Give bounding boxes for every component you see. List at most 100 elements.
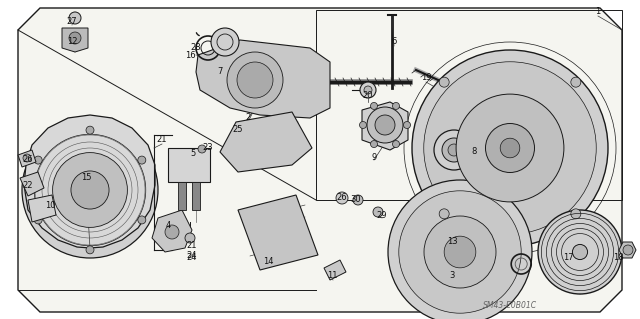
Polygon shape xyxy=(238,195,318,270)
Circle shape xyxy=(373,207,383,217)
Text: 17: 17 xyxy=(563,254,573,263)
Circle shape xyxy=(439,77,449,87)
Polygon shape xyxy=(24,115,155,248)
Circle shape xyxy=(623,245,633,255)
Circle shape xyxy=(69,12,81,24)
Polygon shape xyxy=(18,8,622,312)
Text: 27: 27 xyxy=(67,18,77,26)
Text: 9: 9 xyxy=(371,152,376,161)
Text: 6: 6 xyxy=(391,38,397,47)
Circle shape xyxy=(442,138,466,162)
Circle shape xyxy=(69,32,81,44)
Polygon shape xyxy=(18,150,36,167)
Circle shape xyxy=(424,62,596,234)
Circle shape xyxy=(444,236,476,268)
Text: 20: 20 xyxy=(363,91,373,100)
Circle shape xyxy=(371,141,378,148)
Circle shape xyxy=(571,77,581,87)
Circle shape xyxy=(500,138,520,158)
Circle shape xyxy=(367,107,403,143)
Polygon shape xyxy=(28,195,56,222)
Text: 14: 14 xyxy=(263,257,273,266)
Circle shape xyxy=(439,209,449,219)
Polygon shape xyxy=(192,182,200,210)
Circle shape xyxy=(71,171,109,209)
Text: 19: 19 xyxy=(420,73,431,83)
Circle shape xyxy=(403,122,410,129)
Text: 24: 24 xyxy=(187,254,197,263)
Circle shape xyxy=(185,233,195,243)
Circle shape xyxy=(572,244,588,260)
Polygon shape xyxy=(324,260,346,280)
Circle shape xyxy=(571,209,581,219)
Text: SM43-E0B01C: SM43-E0B01C xyxy=(483,300,537,309)
Text: 11: 11 xyxy=(327,271,337,279)
Circle shape xyxy=(138,156,146,164)
Polygon shape xyxy=(20,172,44,196)
Circle shape xyxy=(227,52,283,108)
Polygon shape xyxy=(220,112,312,172)
Polygon shape xyxy=(619,242,636,258)
Polygon shape xyxy=(152,210,192,252)
Circle shape xyxy=(375,115,395,135)
Circle shape xyxy=(360,82,376,98)
Circle shape xyxy=(34,216,42,224)
Circle shape xyxy=(138,216,146,224)
Circle shape xyxy=(371,102,378,109)
Circle shape xyxy=(392,141,399,148)
Circle shape xyxy=(34,156,42,164)
Text: 24: 24 xyxy=(187,250,197,259)
Circle shape xyxy=(353,195,363,205)
Text: 10: 10 xyxy=(45,201,55,210)
Text: 28: 28 xyxy=(191,43,202,53)
Circle shape xyxy=(392,102,399,109)
Circle shape xyxy=(360,122,367,129)
Text: 29: 29 xyxy=(377,211,387,219)
Circle shape xyxy=(486,123,534,173)
Text: 13: 13 xyxy=(447,238,458,247)
Polygon shape xyxy=(178,182,186,210)
Circle shape xyxy=(198,145,206,153)
Polygon shape xyxy=(168,148,210,182)
Text: 26: 26 xyxy=(337,194,348,203)
Text: 2: 2 xyxy=(245,114,251,122)
Text: 26: 26 xyxy=(22,155,33,165)
Circle shape xyxy=(23,154,31,162)
Circle shape xyxy=(424,216,496,288)
Circle shape xyxy=(237,62,273,98)
Text: 7: 7 xyxy=(218,68,223,77)
Text: 16: 16 xyxy=(185,50,195,60)
Circle shape xyxy=(538,210,622,294)
Circle shape xyxy=(364,86,372,94)
Text: 21: 21 xyxy=(157,136,167,145)
Circle shape xyxy=(456,94,564,202)
Text: 18: 18 xyxy=(612,254,623,263)
Circle shape xyxy=(434,130,474,170)
Circle shape xyxy=(399,191,521,313)
Polygon shape xyxy=(196,40,330,118)
Circle shape xyxy=(86,126,94,134)
Circle shape xyxy=(211,28,239,56)
Circle shape xyxy=(52,152,127,227)
Polygon shape xyxy=(362,102,408,150)
Text: 30: 30 xyxy=(351,196,362,204)
Text: 15: 15 xyxy=(81,174,92,182)
Polygon shape xyxy=(62,28,88,52)
Text: 22: 22 xyxy=(23,181,33,189)
Circle shape xyxy=(165,225,179,239)
Text: 8: 8 xyxy=(471,147,477,157)
Circle shape xyxy=(86,246,94,254)
Text: 12: 12 xyxy=(67,38,77,47)
Text: 25: 25 xyxy=(233,125,243,135)
Text: 5: 5 xyxy=(190,149,196,158)
Text: 1: 1 xyxy=(595,8,600,17)
Circle shape xyxy=(336,192,348,204)
Text: 4: 4 xyxy=(165,220,171,229)
Circle shape xyxy=(22,122,158,258)
Text: 23: 23 xyxy=(203,144,213,152)
Circle shape xyxy=(388,180,532,319)
Circle shape xyxy=(412,50,608,246)
Text: 21: 21 xyxy=(187,241,197,249)
Circle shape xyxy=(448,144,460,156)
Text: 3: 3 xyxy=(449,271,454,279)
